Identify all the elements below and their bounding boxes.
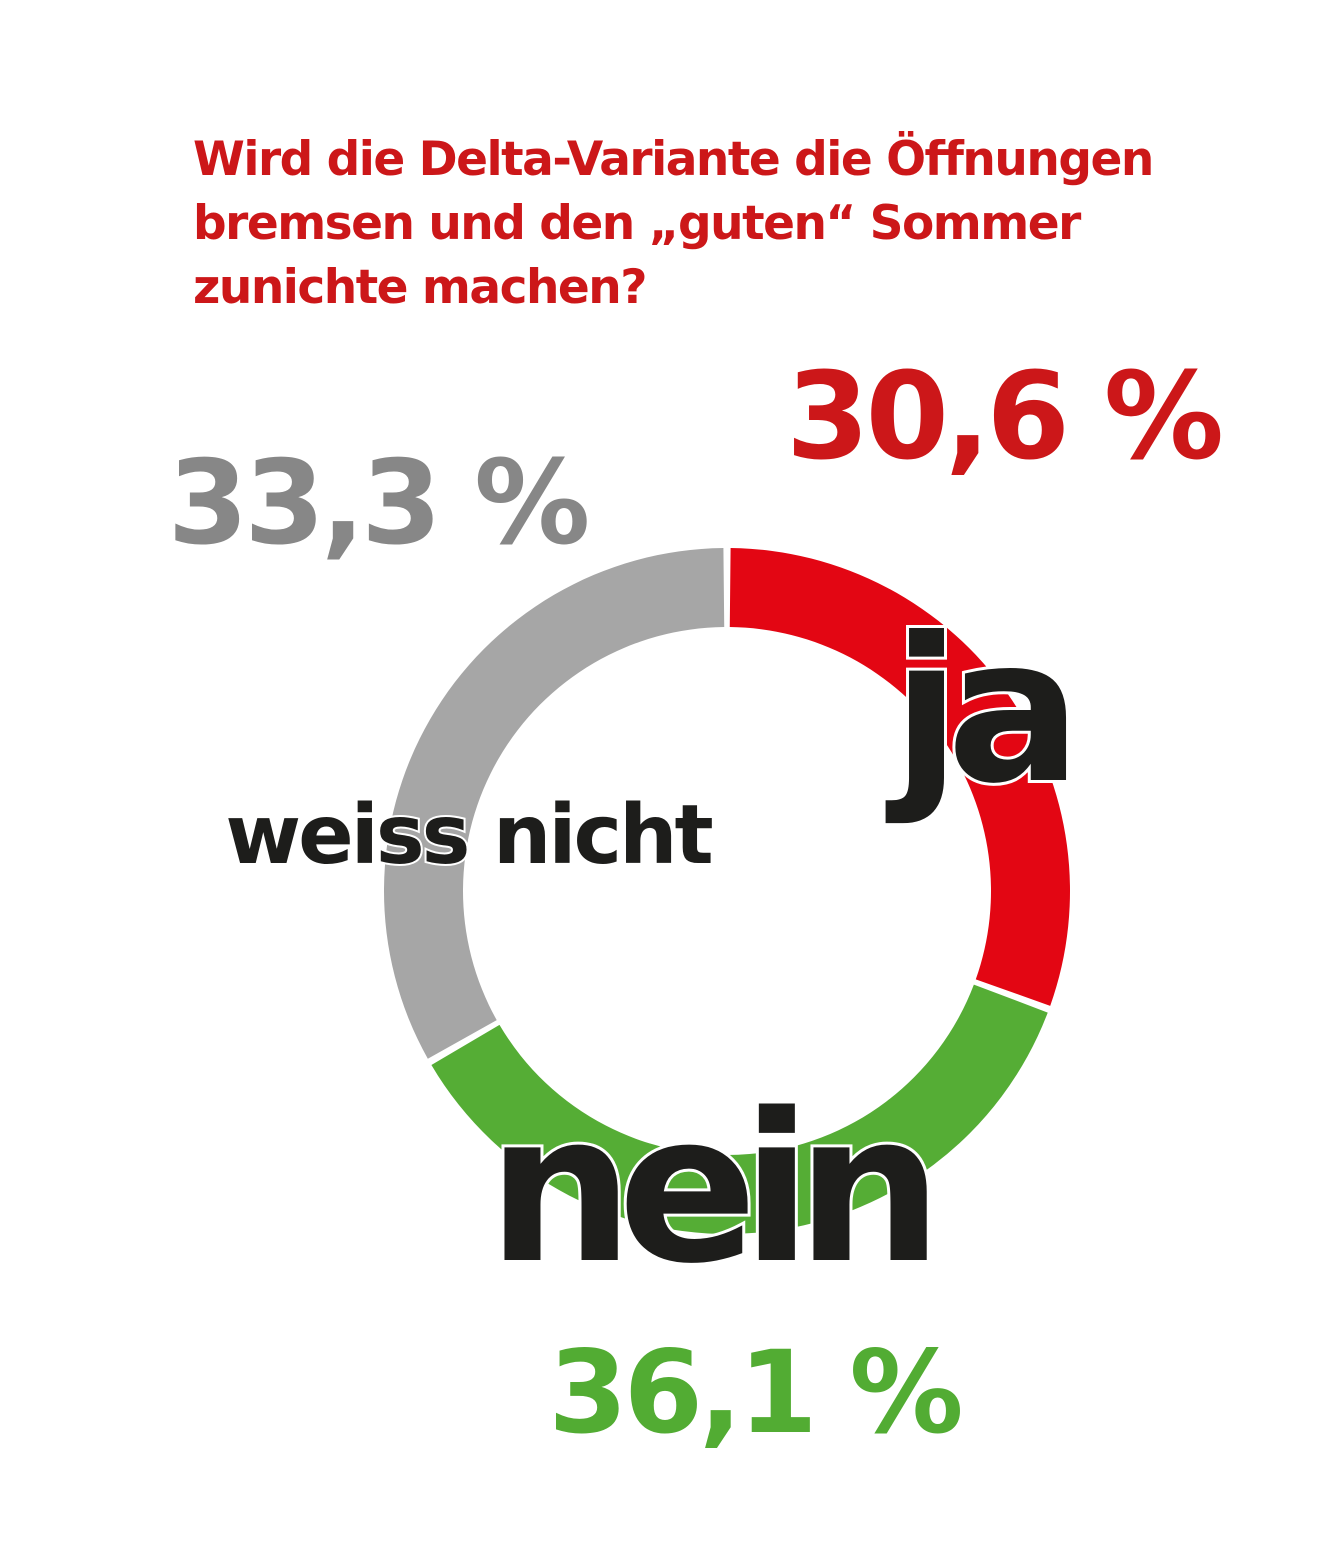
category-label-ja: ja xyxy=(885,595,1068,828)
value-label-weiss-nicht: 33,3 % xyxy=(168,436,588,571)
category-label-nein: nein xyxy=(487,1069,927,1309)
donut-segment-ja xyxy=(729,548,1070,1006)
chart-title-line-1: Wird die Delta-Variante die Öffnungen xyxy=(193,132,1154,187)
donut-ring xyxy=(384,548,1070,1234)
chart-title: Wird die Delta-Variante die Öffnungen br… xyxy=(193,128,1233,320)
donut-segment-weiss-nicht xyxy=(384,548,725,1059)
chart-title-line-2: bremsen und den „guten“ Sommer xyxy=(193,196,1081,251)
chart-title-line-3: zunichte machen? xyxy=(193,260,648,315)
value-label-nein: 36,1 % xyxy=(548,1326,960,1459)
donut-segment-nein xyxy=(431,984,1048,1234)
value-label-ja: 30,6 % xyxy=(786,348,1221,487)
category-label-weiss-nicht: weiss nicht xyxy=(225,788,712,883)
